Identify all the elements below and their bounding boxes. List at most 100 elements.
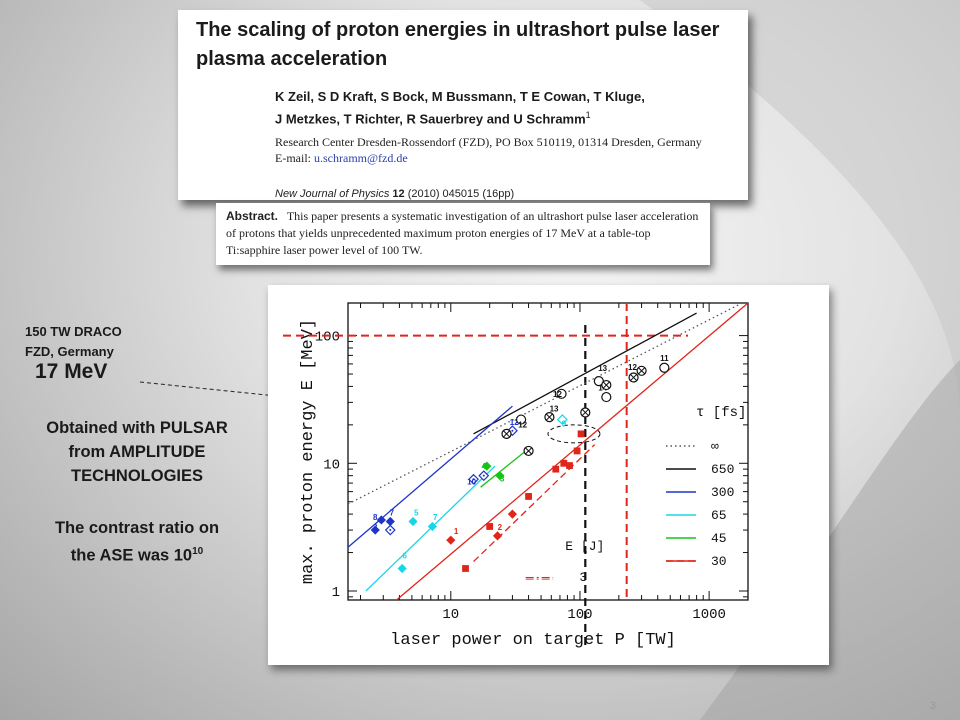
point-label-s0-0: 3 xyxy=(373,523,378,532)
data-point-s5-p1-dot xyxy=(482,474,485,477)
data-point-s6-p0-dot xyxy=(389,529,392,532)
point-label-s1-1: 5 xyxy=(414,509,419,518)
y-axis-label: max. proton energy E [MeV] xyxy=(299,319,318,584)
journal-citation: New Journal of Physics 12 (2010) 045015 … xyxy=(275,188,514,200)
plot-card: 10 100 1000 1 10 100 laser power on target P [… xyxy=(268,285,829,665)
email-link[interactable]: u.schramm@fzd.de xyxy=(314,151,408,165)
series-line-0 xyxy=(348,303,744,505)
data-point-s4-p0 xyxy=(462,565,469,572)
point-label-s1-2: 7 xyxy=(433,513,438,522)
point-label-s1-0: 6 xyxy=(403,551,408,560)
data-point-s5-p2-dot xyxy=(511,429,514,432)
email-label: E-mail: xyxy=(275,151,314,165)
data-point-s7-p0 xyxy=(556,414,568,426)
data-point-s0-p1 xyxy=(376,515,386,525)
data-point-s8-p1 xyxy=(556,388,567,399)
contrast-line-2: the ASE was 10 xyxy=(70,546,193,565)
legend-entry-4: 45 xyxy=(711,531,727,546)
series-line-4 xyxy=(480,448,529,488)
legend-entry-1: 650 xyxy=(711,462,734,477)
data-point-s3-p1 xyxy=(492,531,503,541)
data-point-s4-p4 xyxy=(560,459,568,467)
contrast-line-1: The contrast ratio on xyxy=(54,519,220,537)
abstract-label: Abstract. xyxy=(226,209,279,223)
y-tick-label: 1 xyxy=(332,585,340,601)
data-point-s1-p1 xyxy=(408,516,418,527)
point-label-s9-2: 12 xyxy=(628,363,637,372)
point-label-s3-1: 2 xyxy=(498,523,503,532)
draco-label: 150 TW DRACO FZD, Germany xyxy=(25,322,122,362)
data-point-s4-p2 xyxy=(525,493,532,500)
x-axis-label: laser power on target P [TW] xyxy=(390,631,676,650)
pulsar-line-1: Obtained with PULSAR xyxy=(46,419,228,437)
legend-entry-0: ∞ xyxy=(711,439,719,454)
paper-affiliation: Research Center Dresden-Rossendorf (FZD)… xyxy=(275,134,735,166)
point-label-s8-3: 11 xyxy=(660,354,669,363)
series-line-5 xyxy=(396,303,748,600)
legend-title: τ [fs] xyxy=(696,405,746,421)
data-point-s1-p0 xyxy=(397,563,407,574)
y-tick-label: 10 xyxy=(323,457,340,473)
highlight-ellipse xyxy=(547,424,601,444)
data-point-s9-p2-cross-b xyxy=(545,413,553,421)
energy-legend-label: E [J] xyxy=(565,539,604,554)
x-tick-label: 1000 xyxy=(692,607,726,623)
legend-entry-2: 300 xyxy=(711,485,734,500)
pulsar-note: Obtained with PULSAR from AMPLITUDE TECH… xyxy=(14,416,260,488)
data-point-s9-p6-cross-b xyxy=(638,367,646,375)
data-point-s5-p0-dot xyxy=(472,478,475,481)
point-label-s9-1: 13 xyxy=(550,404,559,413)
point-label-s3-0: 1 xyxy=(454,527,459,536)
paper-authors: K Zeil, S D Kraft, S Bock, M Bussmann, T… xyxy=(275,87,735,128)
journal-name: New Journal of Physics xyxy=(275,188,390,200)
proton-energy-chart: 10 100 1000 1 10 100 laser power on target P [… xyxy=(283,302,749,650)
point-label-s7-0: 9 xyxy=(562,419,567,428)
point-label-s2-1: 3 xyxy=(500,475,505,484)
data-point-s4-p5 xyxy=(566,462,573,469)
point-label-s5-1: 12 xyxy=(510,418,519,427)
abstract-card: Abstract. This paper presents a systemat… xyxy=(216,203,710,265)
data-point-s9-p3-cross-b xyxy=(581,408,589,417)
plot-frame xyxy=(347,302,749,601)
journal-volume: 12 xyxy=(392,188,405,200)
pulsar-line-2: from AMPLITUDE xyxy=(68,443,206,461)
pulsar-line-3: TECHNOLOGIES xyxy=(70,467,203,485)
affiliation-text: Research Center Dresden-Rossendorf (FZD)… xyxy=(275,135,702,149)
energy-legend-value: 3 xyxy=(579,570,587,585)
point-label-s5-0: 10 xyxy=(467,478,476,487)
series-line-2 xyxy=(348,405,513,548)
series-line-1 xyxy=(473,312,697,435)
draco-line-2: FZD, Germany xyxy=(25,344,114,359)
authors-line-1: K Zeil, S D Kraft, S Bock, M Bussmann, T… xyxy=(275,89,645,104)
data-point-s3-p0 xyxy=(446,535,456,545)
y-tick-label: 100 xyxy=(315,330,340,346)
data-point-s8-p3 xyxy=(601,391,612,403)
paper-title: The scaling of proton energies in ultras… xyxy=(196,19,720,70)
data-point-s9-p4-cross-b xyxy=(602,381,610,389)
x-tick-label: 100 xyxy=(567,607,592,623)
data-point-s4-p1 xyxy=(486,523,494,530)
draco-line-1: 150 TW DRACO xyxy=(25,324,122,339)
legend-entry-3: 65 xyxy=(711,508,727,523)
authors-superscript: 1 xyxy=(585,110,591,120)
page-number: 3 xyxy=(929,700,936,712)
data-point-s8-p4 xyxy=(659,362,670,373)
point-label-s2-0: 4 xyxy=(482,462,487,471)
data-point-s9-p5-cross-b xyxy=(630,373,638,382)
data-point-s4-p3 xyxy=(552,465,560,473)
series-line-6 xyxy=(473,444,596,563)
data-point-s4-p7 xyxy=(577,430,585,438)
energy-label: 17 MeV xyxy=(35,360,108,383)
data-point-s4-p6 xyxy=(573,447,581,455)
paper-header-card: The scaling of proton energies in ultras… xyxy=(178,10,748,200)
point-label-s8-1: 13 xyxy=(598,364,607,373)
data-point-s9-p0-cross-b xyxy=(502,430,511,438)
data-point-s9-p1-cross-b xyxy=(525,447,533,455)
point-label-s9-0: 12 xyxy=(518,421,527,430)
data-point-s8-p0 xyxy=(515,414,527,425)
point-label-s0-1: 8 xyxy=(373,513,378,522)
x-tick-label: 10 xyxy=(442,607,459,623)
abstract-body: This paper presents a systematic investi… xyxy=(226,209,699,257)
abstract-text: Abstract. This paper presents a systemat… xyxy=(226,208,706,259)
legend-entry-5: 30 xyxy=(711,554,727,569)
